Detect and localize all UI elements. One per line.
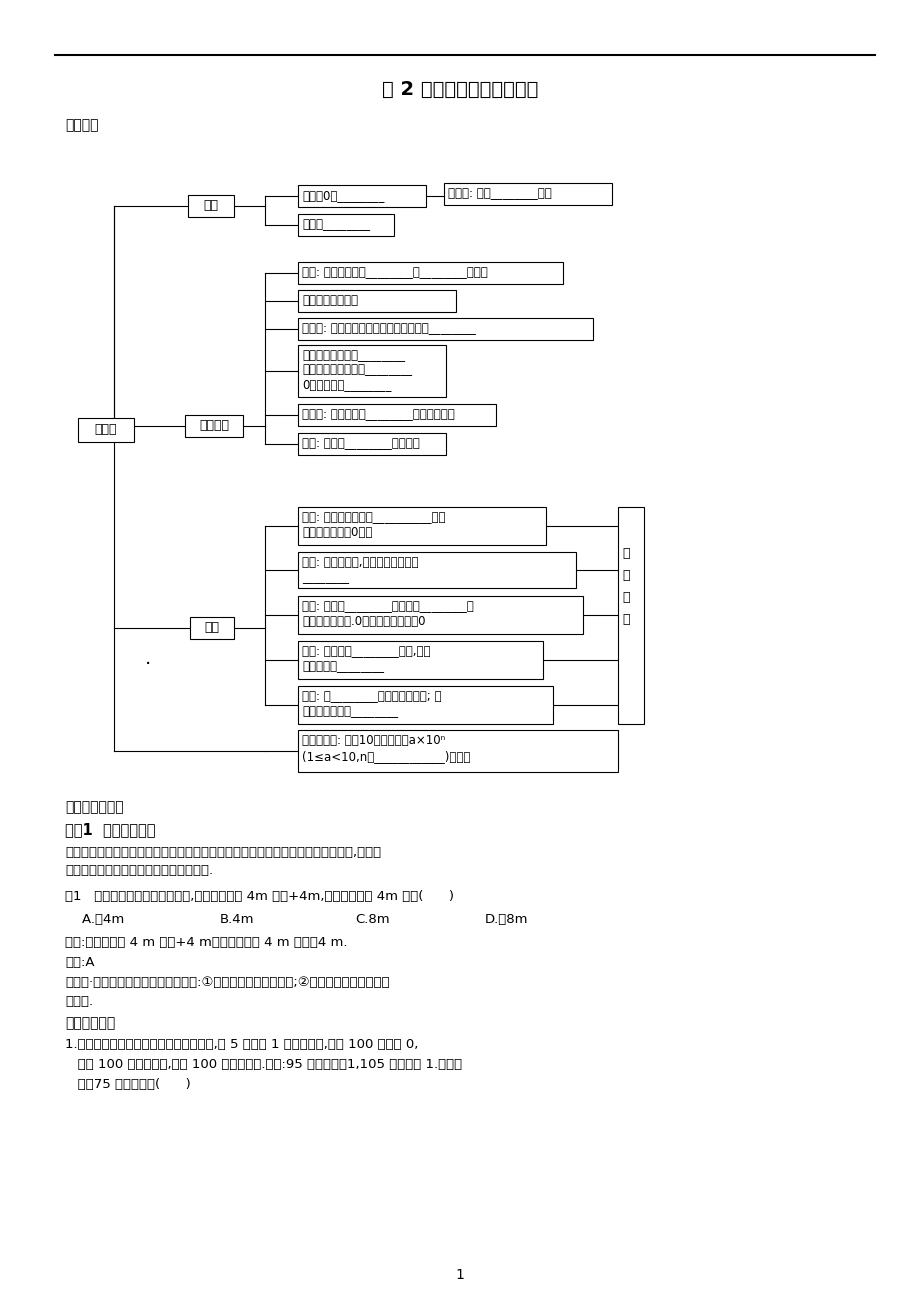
- Text: 数轴: 规定了原点、________和________的直线: 数轴: 规定了原点、________和________的直线: [301, 266, 487, 279]
- Text: 算: 算: [621, 613, 629, 626]
- Text: 答案:A: 答案:A: [65, 956, 95, 969]
- Bar: [298, 596, 583, 634]
- Bar: [190, 617, 233, 639]
- Bar: [298, 214, 393, 236]
- Text: 少于 100 万元记为负,多于 100 万元记为正.例如:95 万元记为－1,105 万元记为 1.依此类: 少于 100 万元记为负,多于 100 万元记为正.例如:95 万元记为－1,1…: [65, 1059, 461, 1072]
- Text: 除法: 除以一个________的数,等于: 除法: 除以一个________的数,等于: [301, 644, 430, 658]
- Text: 绝对值: 数轴上表示一个数的点与原点的________: 绝对值: 数轴上表示一个数的点与原点的________: [301, 322, 475, 335]
- Bar: [298, 552, 575, 589]
- Bar: [185, 415, 243, 437]
- Text: 并把绝对值相乘.0与任何数相乘都得0: 并把绝对值相乘.0与任何数相乘都得0: [301, 615, 425, 628]
- Bar: [187, 195, 233, 217]
- Text: 乘法: 同号得________、异号得________、: 乘法: 同号得________、异号得________、: [301, 600, 473, 613]
- Text: 题的关键是要深刻理解正数、负数的意义.: 题的关键是要深刻理解正数、负数的意义.: [65, 865, 213, 878]
- Text: ________: ________: [301, 572, 348, 585]
- Bar: [298, 185, 425, 207]
- Bar: [298, 318, 593, 340]
- Bar: [298, 506, 545, 546]
- Bar: [298, 434, 446, 454]
- Text: 1.某财务科为保密起见采取新的记账方式,以 5 万元为 1 个记数单位,并记 100 万元为 0,: 1.某财务科为保密起见采取新的记账方式,以 5 万元为 1 个记数单位,并记 1…: [65, 1038, 418, 1051]
- Text: 0的绝对值是________: 0的绝对值是________: [301, 378, 391, 391]
- Text: 【规律·技法】解题时要抓住以下几点:①记住区分相反意义的量;②记住相反意义的量的表: 【规律·技法】解题时要抓住以下几点:①记住区分相反意义的量;②记住相反意义的量的…: [65, 976, 390, 990]
- Text: 正数、0、________: 正数、0、________: [301, 189, 384, 202]
- Bar: [78, 418, 134, 441]
- Text: 推，75 万元应记为(      ): 推，75 万元应记为( ): [65, 1078, 190, 1091]
- Text: 倒数: 乘积为________的两个数: 倒数: 乘积为________的两个数: [301, 437, 419, 450]
- Bar: [298, 345, 446, 397]
- Text: 有理数的大小比较: 有理数的大小比较: [301, 294, 357, 307]
- Text: B.4m: B.4m: [220, 913, 255, 926]
- Text: 例1   一个物体做左右方向的运动,规定向右运动 4m 记作+4m,那么向左运动 4m 记作(      ): 例1 一个物体做左右方向的运动,规定向右运动 4m 记作+4m,那么向左运动 4…: [65, 891, 453, 904]
- Text: 无理数: 无限________小数: 无理数: 无限________小数: [448, 187, 551, 201]
- Text: 分类: 分类: [203, 199, 219, 212]
- Bar: [444, 184, 611, 204]
- Text: 有理数: 有理数: [95, 423, 117, 436]
- Text: 示方法.: 示方法.: [65, 995, 93, 1008]
- Bar: [298, 262, 562, 284]
- Text: 相加、一个数与0相加: 相加、一个数与0相加: [301, 526, 372, 539]
- Text: 第 2 章《有理数》考点归纳: 第 2 章《有理数》考点归纳: [381, 79, 538, 99]
- Text: 1: 1: [455, 1268, 464, 1282]
- Text: 考点1  相反意义的量: 考点1 相反意义的量: [65, 822, 155, 837]
- Text: 整数、________: 整数、________: [301, 217, 369, 230]
- Text: C.8m: C.8m: [355, 913, 390, 926]
- Text: (1≤a<10,n是____________)的形式: (1≤a<10,n是____________)的形式: [301, 750, 470, 763]
- Text: 乘方: 求________因数的积的运算; 乘: 乘方: 求________因数的积的运算; 乘: [301, 690, 441, 703]
- Bar: [298, 686, 552, 724]
- Text: 正数的绝对值是它________: 正数的绝对值是它________: [301, 349, 404, 362]
- Bar: [298, 404, 495, 426]
- Text: 运: 运: [621, 591, 629, 604]
- Text: 相反数: 符号不同、________相同的两个数: 相反数: 符号不同、________相同的两个数: [301, 408, 454, 421]
- Text: 合: 合: [621, 569, 629, 582]
- Text: 减法: 减去一个数,等于加上这个数的: 减法: 减去一个数,等于加上这个数的: [301, 556, 418, 569]
- Text: 科学记数法: 大于10的数可写成a×10ⁿ: 科学记数法: 大于10的数可写成a×10ⁿ: [301, 734, 445, 747]
- Text: 基本概念: 基本概念: [199, 419, 229, 432]
- Bar: [298, 290, 456, 312]
- Text: A.－4m: A.－4m: [65, 913, 124, 926]
- Text: 【考点解读】中考中对于相反意义的量的考查主要涉及用正负数表示相反意义的量,解此类: 【考点解读】中考中对于相反意义的量的考查主要涉及用正负数表示相反意义的量,解此类: [65, 846, 380, 859]
- Text: 运算: 运算: [204, 621, 220, 634]
- Bar: [298, 641, 542, 680]
- Bar: [298, 730, 618, 772]
- Text: 分析:若向右运动 4 m 记作+4 m，则向左运动 4 m 记作－4 m.: 分析:若向右运动 4 m 记作+4 m，则向左运动 4 m 记作－4 m.: [65, 936, 347, 949]
- Text: 知识梳理: 知识梳理: [65, 118, 98, 132]
- Text: 加法: 同号两数相加、__________两数: 加法: 同号两数相加、__________两数: [301, 510, 445, 523]
- Text: 重难点分类解析: 重难点分类解析: [65, 799, 123, 814]
- Text: D.－8m: D.－8m: [484, 913, 528, 926]
- Text: 混: 混: [621, 547, 629, 560]
- Text: 乘这个数的________: 乘这个数的________: [301, 660, 383, 673]
- Text: 【反馈练习】: 【反馈练习】: [65, 1016, 115, 1030]
- Text: 负数的绝对值是它的________: 负数的绝对值是它的________: [301, 363, 412, 376]
- Text: ·: ·: [144, 655, 151, 674]
- Bar: [618, 506, 643, 724]
- Text: 方运算的结果叫________: 方运算的结果叫________: [301, 704, 398, 717]
